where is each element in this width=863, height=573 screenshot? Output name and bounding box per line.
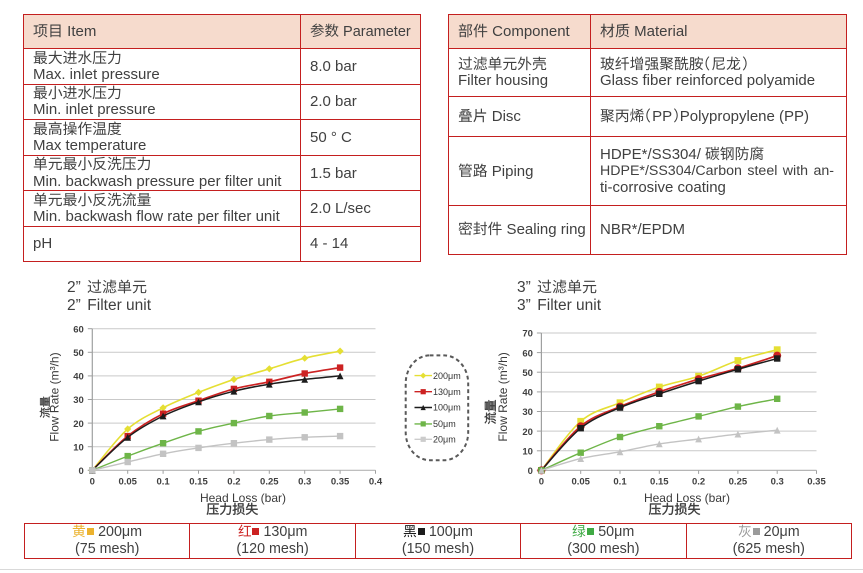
svg-text:0.15: 0.15: [189, 476, 208, 487]
svg-text:20: 20: [73, 419, 84, 430]
svg-text:60: 60: [522, 348, 533, 359]
svg-text:10: 10: [73, 442, 84, 453]
svg-text:0.35: 0.35: [807, 476, 826, 487]
svg-text:0.15: 0.15: [650, 476, 669, 487]
svg-text:0.05: 0.05: [118, 476, 137, 487]
svg-text:0.4: 0.4: [369, 476, 383, 487]
svg-text:30: 30: [73, 395, 84, 406]
svg-text:0.25: 0.25: [729, 476, 748, 487]
svg-text:0.1: 0.1: [156, 476, 170, 487]
svg-text:0.05: 0.05: [571, 476, 590, 487]
svg-text:0.3: 0.3: [298, 476, 311, 487]
svg-text:50μm: 50μm: [433, 419, 456, 429]
svg-text:40: 40: [73, 372, 84, 383]
svg-text:0.35: 0.35: [331, 476, 350, 487]
svg-text:Flow Rate (m³/h): Flow Rate (m³/h): [496, 352, 510, 441]
svg-text:0: 0: [539, 476, 544, 487]
svg-text:Head Loss (bar): Head Loss (bar): [644, 491, 730, 505]
svg-text:0: 0: [90, 476, 95, 487]
svg-text:30: 30: [522, 407, 533, 418]
svg-text:0: 0: [528, 466, 533, 477]
svg-text:50: 50: [522, 368, 533, 379]
svg-text:0.2: 0.2: [227, 476, 240, 487]
svg-text:0.25: 0.25: [260, 476, 279, 487]
svg-text:40: 40: [522, 388, 533, 399]
svg-text:0.2: 0.2: [692, 476, 705, 487]
svg-text:0: 0: [79, 466, 84, 477]
svg-text:20: 20: [522, 427, 533, 438]
svg-text:50: 50: [73, 348, 84, 359]
svg-text:70: 70: [522, 329, 533, 340]
svg-text:0.3: 0.3: [771, 476, 784, 487]
svg-text:Flow Rate (m³/h): Flow Rate (m³/h): [48, 352, 62, 441]
svg-text:10: 10: [522, 447, 533, 458]
svg-text:130μm: 130μm: [433, 387, 461, 397]
svg-text:Head Loss (bar): Head Loss (bar): [200, 491, 286, 505]
svg-text:0.1: 0.1: [613, 476, 627, 487]
svg-text:20μm: 20μm: [433, 435, 456, 445]
svg-text:200μm: 200μm: [433, 371, 461, 381]
svg-text:100μm: 100μm: [433, 403, 461, 413]
svg-text:60: 60: [73, 324, 84, 335]
